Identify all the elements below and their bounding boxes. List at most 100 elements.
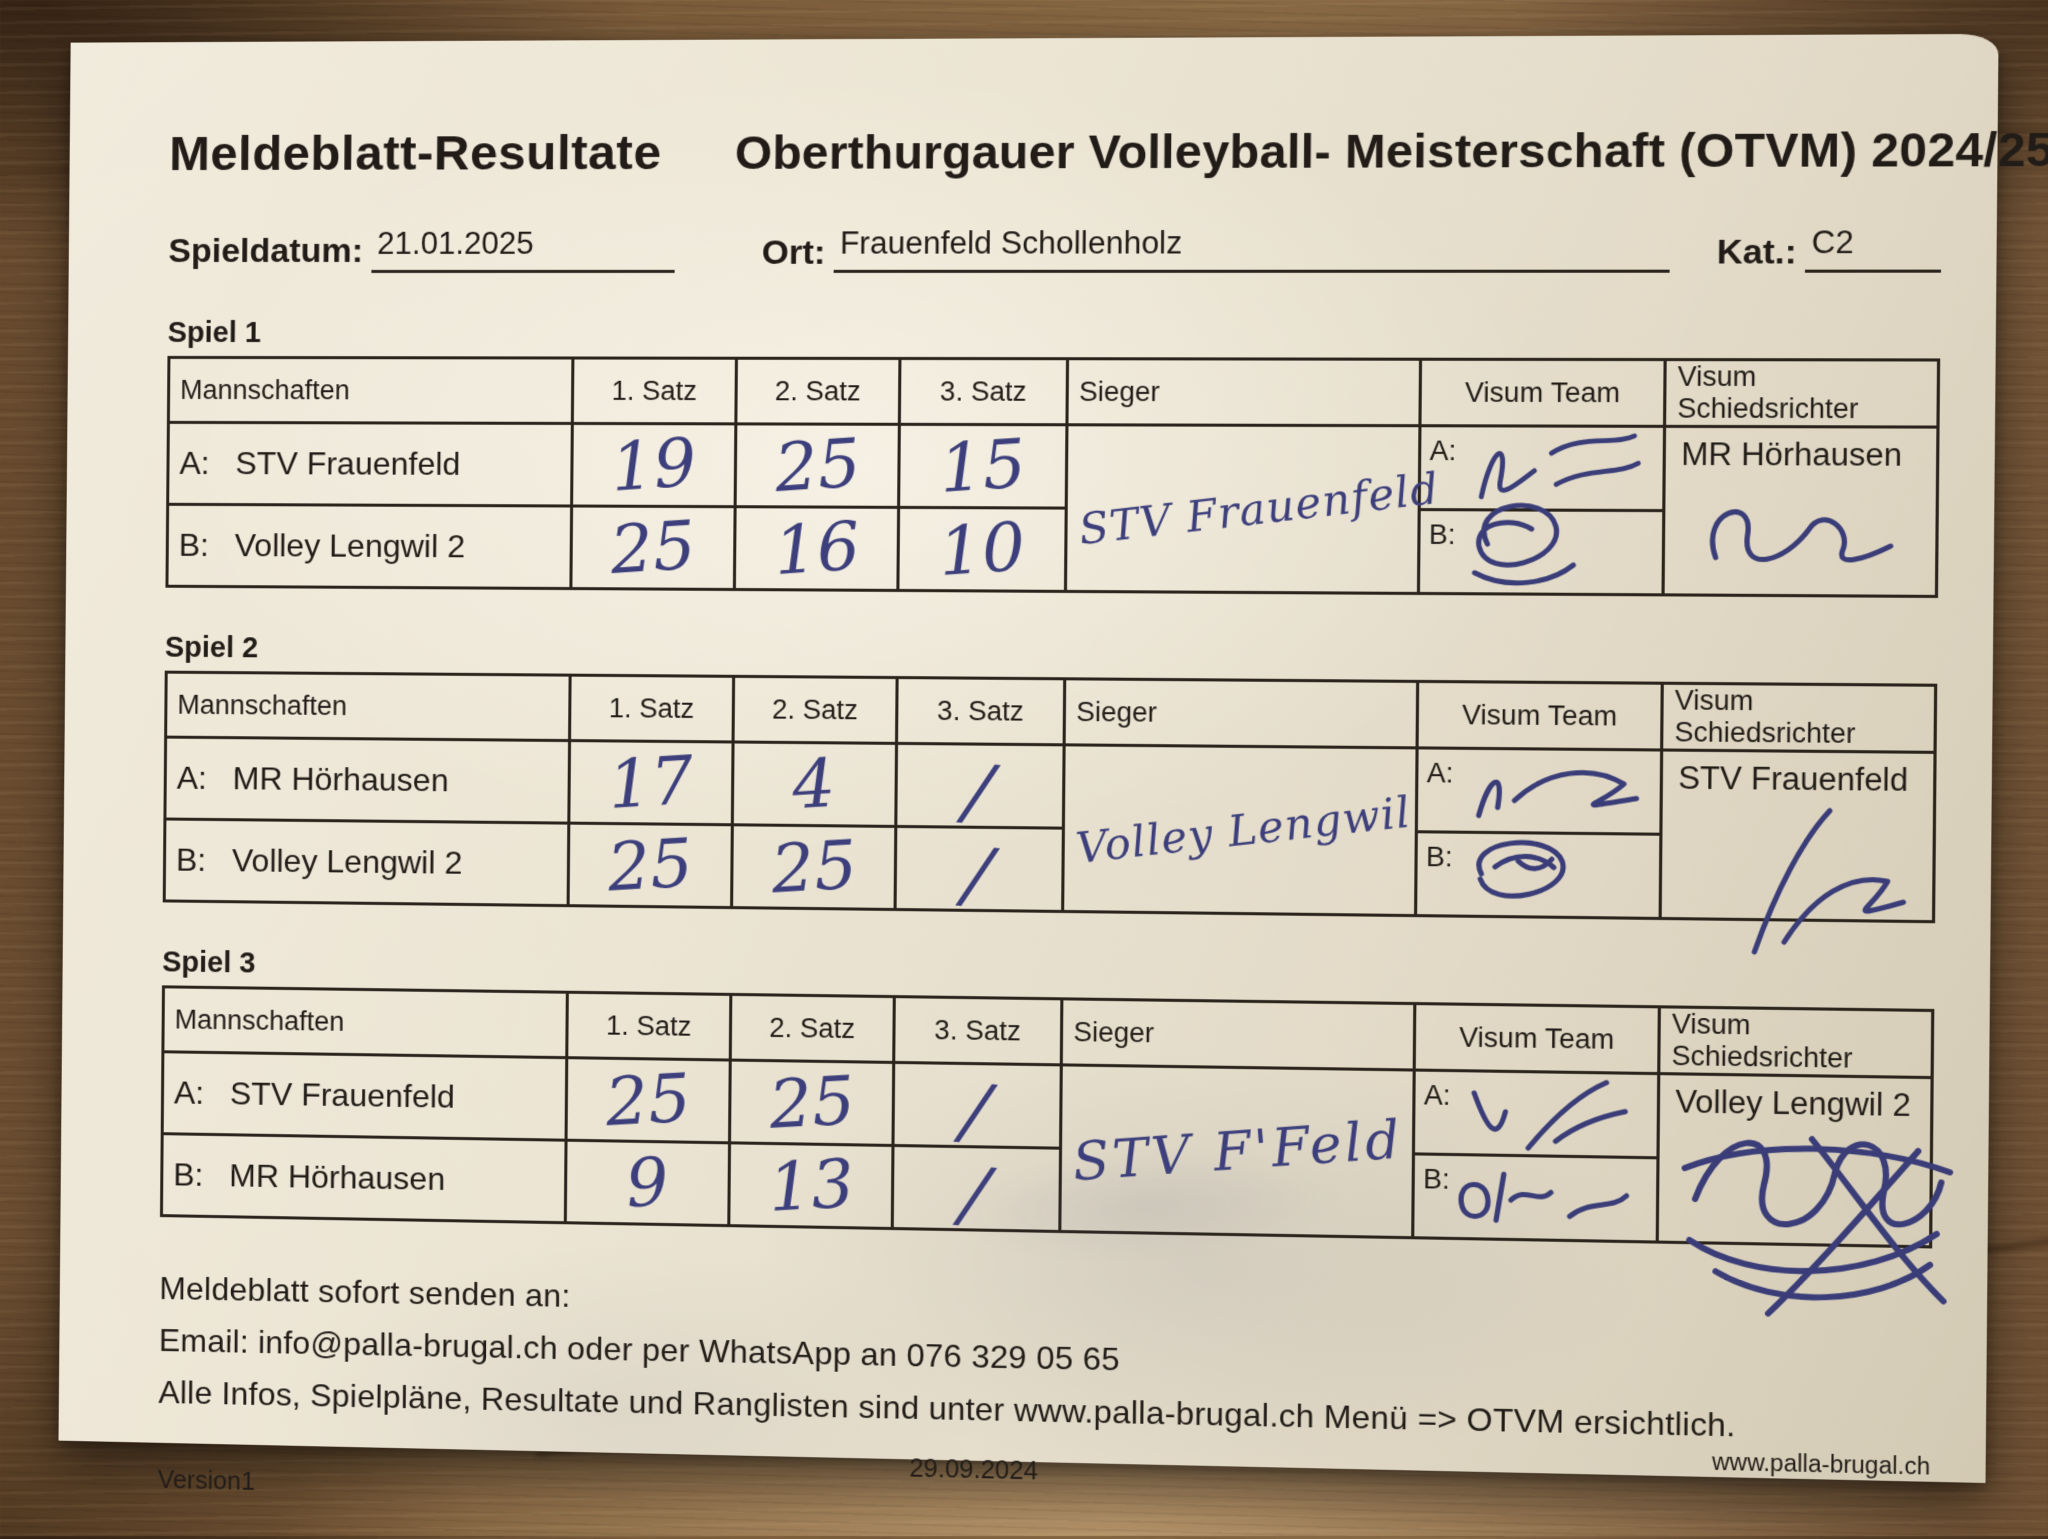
header-satz1: 1. Satz: [572, 358, 737, 424]
handwritten-score: 15: [937, 423, 1029, 508]
header-visum-schiedsrichter: Visum Schiedsrichter: [1662, 683, 1936, 753]
visum-a-label: A:: [1426, 757, 1454, 789]
handwritten-score: 13: [765, 1143, 856, 1227]
handwritten-score: 4: [790, 743, 839, 824]
team-a-signature: [1460, 754, 1650, 838]
set-score-cell: 25: [729, 1060, 894, 1146]
team-b-signature: [1444, 817, 1613, 932]
team-a-prefix: A:: [179, 444, 210, 481]
team-a-cell: A: STV Frauenfeld: [162, 1051, 567, 1141]
set-score-cell: 25: [567, 823, 733, 908]
location-label: Ort:: [761, 233, 826, 272]
team-a-row: A: STV Frauenfeld 19 25 15 STV Frauenfeld…: [167, 422, 1938, 597]
header-satz2: 2. Satz: [736, 358, 900, 425]
paper-showthrough-smudge: [926, 1132, 1368, 1277]
set-score-cell: 16: [734, 506, 899, 591]
handwritten-score: 25: [605, 823, 696, 906]
visum-team-b-cell: B:: [1412, 1153, 1659, 1243]
sieger-cell: Volley Lengwil: [1062, 744, 1417, 916]
category-label: Kat.:: [1716, 232, 1797, 272]
set-score-cell: /: [895, 743, 1065, 837]
visum-team-a-cell: A:: [1419, 425, 1665, 511]
handwritten-slash: /: [960, 830, 997, 920]
visum-a-label: A:: [1423, 1079, 1451, 1111]
team-a-prefix: A:: [173, 1074, 205, 1111]
visum-team-a-cell: A:: [1413, 1070, 1660, 1158]
team-a-cell: A: STV Frauenfeld: [167, 422, 573, 507]
website-url: www.palla-brugal.ch: [1711, 1448, 1931, 1481]
visum-b-label: B:: [1428, 519, 1456, 551]
team-b-cell: B: Volley Lengwil 2: [166, 504, 572, 589]
table-header-row: Mannschaften 1. Satz 2. Satz 3. Satz Sie…: [168, 357, 1939, 428]
set-score-cell: 13: [728, 1142, 893, 1229]
footer-instructions: Meldeblatt sofort senden an: Email: info…: [158, 1263, 1932, 1456]
visum-b-label: B:: [1422, 1163, 1450, 1195]
visum-team-b-cell: B:: [1418, 510, 1665, 595]
category-field: Kat.: C2: [1716, 224, 1942, 273]
form-revision-date: 29.09.2024: [909, 1454, 1039, 1487]
header-satz3: 3. Satz: [899, 358, 1068, 425]
document-header: Meldeblatt-Resultate Oberthurgauer Volle…: [168, 121, 2048, 182]
visum-team-a-cell: A:: [1416, 747, 1663, 835]
header-sieger: Sieger: [1061, 998, 1415, 1071]
header-satz3: 3. Satz: [896, 677, 1065, 745]
handwritten-score: 19: [608, 422, 699, 507]
team-b-name: Volley Lengwil 2: [234, 527, 466, 565]
location-value: Frauenfeld Schollenholz: [839, 224, 1183, 261]
sieger-cell: STV Frauenfeld: [1065, 424, 1442, 594]
handwritten-score: 25: [766, 1060, 857, 1144]
visum-b-label: B:: [1425, 841, 1453, 873]
header-visum-team: Visum Team: [1414, 1003, 1660, 1074]
header-mannschaften: Mannschaften: [165, 672, 570, 741]
game-1-label: Spiel 1: [167, 316, 262, 350]
team-a-cell: A: MR Hörhausen: [164, 737, 570, 824]
handwritten-score: 25: [771, 423, 863, 507]
meta-row: Spieldatum: 21.01.2025 Ort: Frauenfeld Sch…: [168, 224, 1942, 273]
team-b-name: Volley Lengwil 2: [231, 842, 463, 881]
set-score-cell: 15: [898, 423, 1067, 509]
header-satz2: 2. Satz: [730, 994, 895, 1063]
header-mannschaften: Mannschaften: [162, 986, 568, 1058]
set-score-cell: /: [894, 826, 1064, 920]
handwritten-sieger: Volley Lengwil: [1073, 786, 1414, 874]
category-value: C2: [1811, 224, 1854, 261]
visum-a-label: A:: [1429, 435, 1457, 467]
handwritten-score: 17: [605, 740, 696, 824]
team-a-name: MR Hörhausen: [232, 760, 449, 799]
team-a-name: STV Frauenfeld: [229, 1075, 456, 1115]
game-date-value: 21.01.2025: [377, 225, 534, 261]
team-b-prefix: B:: [173, 1156, 204, 1193]
team-b-name: MR Hörhausen: [229, 1157, 446, 1198]
category-underline: C2: [1804, 224, 1942, 273]
set-score-cell: 4: [732, 741, 897, 827]
set-score-cell: 25: [570, 505, 736, 590]
team-b-prefix: B:: [178, 526, 210, 563]
form-title: Meldeblatt-Resultate: [168, 125, 662, 182]
header-satz1: 1. Satz: [566, 992, 731, 1061]
header-satz1: 1. Satz: [569, 675, 734, 742]
team-a-name: STV Frauenfeld: [235, 445, 461, 482]
header-visum-schiedsrichter: Visum Schiedsrichter: [1664, 359, 1939, 428]
team-b-prefix: B:: [175, 841, 207, 878]
team-b-cell: B: MR Hörhausen: [161, 1133, 566, 1223]
header-satz3: 3. Satz: [893, 996, 1062, 1065]
game-date-label: Spieldatum:: [168, 231, 364, 270]
score-sheet-paper: Meldeblatt-Resultate Oberthurgauer Volle…: [58, 33, 2048, 1496]
handwritten-score: 25: [607, 505, 698, 589]
handwritten-score: 10: [936, 507, 1028, 591]
game-date-field: Spieldatum: 21.01.2025: [168, 226, 675, 273]
set-score-cell: 25: [565, 1057, 731, 1143]
handwritten-slash: /: [961, 746, 997, 837]
referee-team-name: STV Frauenfeld: [1678, 759, 1909, 799]
set-score-cell: 9: [565, 1140, 730, 1226]
game-2-label: Spiel 2: [164, 631, 259, 665]
referee-team-name: MR Hörhausen: [1680, 436, 1903, 473]
visum-team-b-cell: B:: [1415, 831, 1662, 919]
set-score-cell: 10: [897, 507, 1067, 592]
header-visum-schiedsrichter: Visum Schiedsrichter: [1659, 1006, 1933, 1078]
handwritten-score: 25: [768, 825, 859, 908]
set-score-cell: 25: [735, 423, 900, 508]
team-b-signature: [1445, 1158, 1635, 1253]
location-underline: Frauenfeld Schollenholz: [833, 225, 1671, 273]
